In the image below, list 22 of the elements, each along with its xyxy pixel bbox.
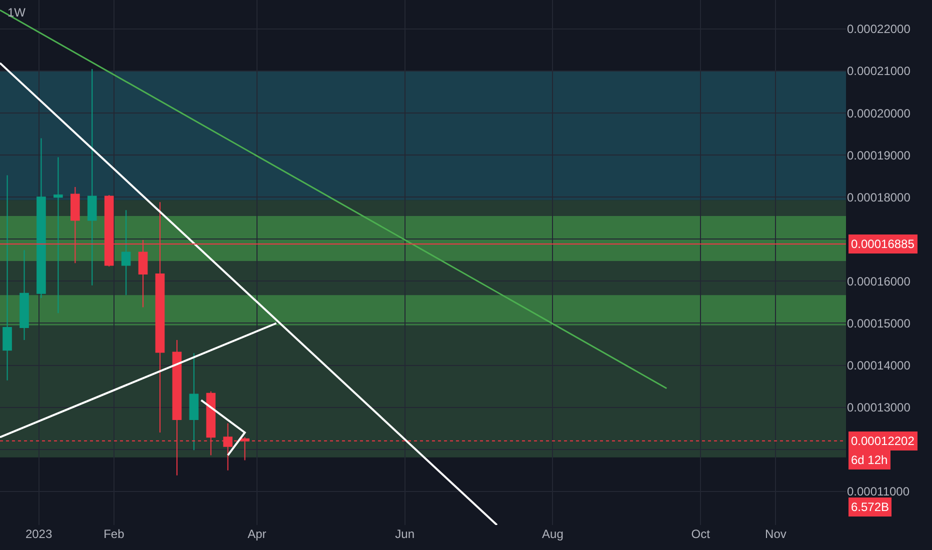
x-tick-label: Apr	[248, 527, 266, 541]
ref-line-label: 0.00012202	[851, 434, 915, 448]
y-tick-label: 0.00011000	[847, 484, 910, 499]
y-tick-label: 0.00022000	[847, 22, 911, 36]
x-tick-label: Jun	[395, 527, 414, 541]
x-tick-label: Oct	[691, 527, 711, 541]
ref-line-label: 0.00016885	[851, 237, 915, 251]
text: 6d 12h	[851, 453, 888, 467]
y-tick-label: 0.00014000	[847, 358, 911, 372]
y-tick-label: 0.00015000	[847, 316, 911, 330]
y-tick-label: 0.00013000	[847, 400, 911, 415]
y-tick-label: 0.00020000	[847, 106, 911, 120]
x-tick-label: 2023	[25, 527, 52, 541]
y-tick-label: 0.00016000	[847, 274, 911, 288]
text: 6.572B	[851, 500, 890, 514]
y-tick-label: 0.00019000	[847, 148, 911, 162]
x-tick-label: Feb	[104, 527, 125, 541]
y-tick-label: 0.00018000	[847, 190, 911, 204]
text: 1W	[7, 6, 26, 20]
x-tick-label: Aug	[542, 527, 564, 541]
y-tick-label: 0.00021000	[847, 64, 911, 78]
x-tick-label: Nov	[765, 527, 786, 541]
